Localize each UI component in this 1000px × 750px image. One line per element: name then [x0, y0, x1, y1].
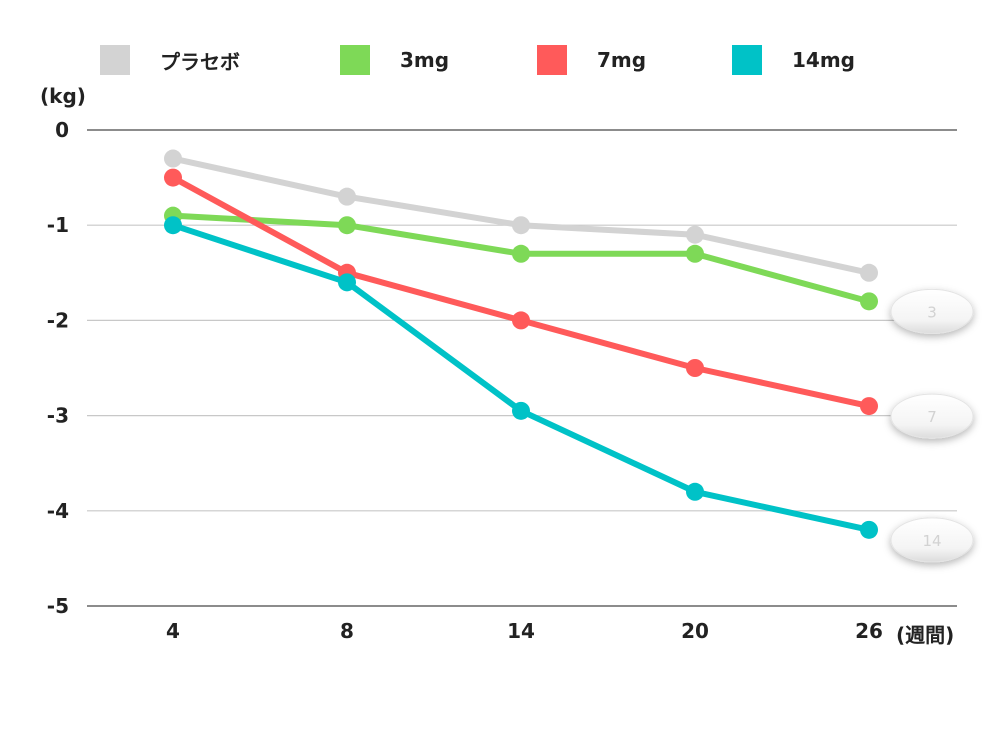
legend-item-3mg: 3mg [340, 45, 449, 75]
tablet-label: 14 [922, 532, 941, 550]
y-tick-label: -1 [47, 213, 69, 237]
data-point [686, 359, 704, 377]
legend-swatch-14mg [732, 45, 762, 75]
series-line-2 [170, 174, 872, 410]
legend-label-7mg: 7mg [597, 48, 647, 72]
data-point [686, 482, 704, 501]
data-point [860, 292, 878, 311]
legend-swatch-7mg [537, 45, 567, 75]
tablet-shape [890, 288, 974, 334]
y-tick-label: -2 [47, 308, 69, 332]
legend-swatch-placebo [100, 45, 130, 75]
tablet-shape [890, 393, 974, 439]
data-point [512, 216, 530, 235]
tablet-shape [890, 517, 974, 563]
legend-item-14mg: 14mg [732, 45, 855, 75]
data-point [860, 520, 878, 539]
data-point [512, 311, 530, 330]
data-point [338, 187, 356, 206]
tablet-image: 14 [890, 517, 974, 563]
data-point [686, 225, 704, 244]
y-tick-label: -5 [47, 594, 69, 618]
legend-label-14mg: 14mg [792, 48, 855, 72]
legend-swatch-3mg [340, 45, 370, 75]
data-point [164, 168, 182, 187]
data-point [338, 273, 356, 292]
x-tick-label: 8 [340, 619, 354, 643]
x-tick-label: 4 [166, 619, 180, 643]
y-tick-label: 0 [55, 118, 69, 142]
data-point [164, 216, 182, 235]
data-point [860, 263, 878, 282]
tablet-image: 7 [890, 393, 974, 439]
data-point [164, 149, 182, 168]
legend-item-7mg: 7mg [537, 45, 646, 75]
data-point [860, 397, 878, 416]
y-tick-label: -4 [47, 499, 69, 523]
tablet-image: 3 [890, 288, 974, 334]
tablet-label: 7 [927, 408, 937, 426]
y-tick-label: -3 [47, 404, 69, 428]
x-tick-label: 20 [681, 619, 709, 643]
x-tick-label: 14 [507, 619, 535, 643]
y-axis-unit-label: (kg) [40, 84, 86, 108]
legend-label-3mg: 3mg [400, 48, 450, 72]
data-point [686, 244, 704, 263]
x-axis-unit-label: (週間) [896, 623, 955, 647]
data-point [512, 244, 530, 263]
data-point [512, 401, 530, 420]
legend-label-placebo: プラセボ [160, 49, 240, 74]
x-tick-label: 26 [855, 619, 883, 643]
data-point [338, 216, 356, 235]
legend-item-placebo: プラセボ [100, 45, 240, 75]
tablet-label: 3 [927, 303, 937, 321]
